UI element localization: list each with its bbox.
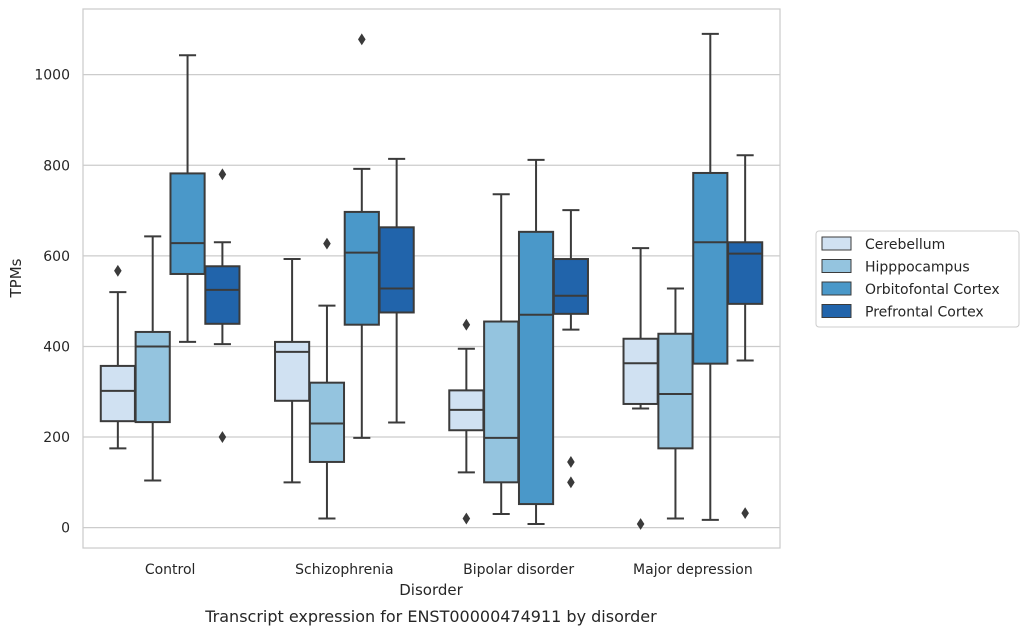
outlier-marker xyxy=(114,264,122,277)
box-iqr xyxy=(274,340,311,402)
legend-swatch xyxy=(821,304,852,318)
x-axis-title: Disorder xyxy=(399,581,463,599)
box-group xyxy=(169,54,206,343)
x-tick-labels: Control Schizophrenia Bipolar disorder Majo… xyxy=(145,562,753,578)
box-iqr xyxy=(517,230,555,506)
box-iqr xyxy=(483,320,520,484)
box-iqr xyxy=(378,226,415,314)
plot-area-frame xyxy=(82,8,781,549)
figure-caption: Transcript expression for ENST0000047491… xyxy=(204,607,657,626)
box-iqr xyxy=(622,337,659,405)
y-tick-label: 200 xyxy=(43,430,70,446)
legend-swatch xyxy=(821,281,852,296)
outlier-marker xyxy=(462,512,471,525)
x-tick-label: Bipolar disorder xyxy=(463,562,574,578)
legend-label: Cerebellum xyxy=(865,237,945,253)
box-group xyxy=(308,237,346,520)
outlier-marker xyxy=(567,456,575,468)
box-group xyxy=(692,32,729,521)
legend: Cerebellum Hipppocampus Orbitofontal Corte… xyxy=(815,230,1020,328)
box-iqr xyxy=(692,171,729,365)
y-tick-label: 800 xyxy=(43,158,70,174)
outlier-marker xyxy=(567,476,575,489)
box-group xyxy=(517,158,555,525)
legend-label: Orbitofontal Cortex xyxy=(865,282,1000,298)
outlier-marker xyxy=(462,318,471,331)
box-group xyxy=(657,287,694,520)
box-group xyxy=(448,318,485,525)
x-tick-label: Schizophrenia xyxy=(295,562,393,578)
outlier-marker xyxy=(358,33,366,46)
box-group xyxy=(99,264,136,450)
x-tick-label: Major depression xyxy=(633,562,753,578)
box-group xyxy=(727,154,764,520)
outlier-marker xyxy=(218,168,227,181)
y-tick-label: 1000 xyxy=(34,68,70,84)
box-group xyxy=(622,247,659,530)
box-group xyxy=(134,235,171,482)
legend-frame xyxy=(815,230,1020,328)
box-iqr xyxy=(343,210,380,326)
box-group xyxy=(274,258,311,484)
box-iqr xyxy=(169,172,206,275)
y-tick-label: 600 xyxy=(43,249,70,265)
y-axis-title: TPMs xyxy=(7,258,25,298)
outlier-marker xyxy=(741,507,749,520)
boxes xyxy=(99,32,764,530)
legend-label: Hipppocampus xyxy=(865,260,970,276)
outlier-marker xyxy=(323,237,331,250)
box-group xyxy=(343,33,380,439)
box-iqr xyxy=(727,241,764,305)
box-iqr xyxy=(657,332,694,450)
box-iqr xyxy=(204,265,241,325)
y-tick-label: 0 xyxy=(61,521,70,537)
box-iqr xyxy=(308,381,346,463)
box-group xyxy=(204,168,241,443)
outlier-marker xyxy=(218,431,227,443)
y-tick-label: 400 xyxy=(43,339,70,355)
box-iqr xyxy=(552,258,589,315)
box-group xyxy=(552,209,589,489)
legend-swatch xyxy=(821,236,852,251)
legend-swatch xyxy=(821,259,852,273)
x-tick-label: Control xyxy=(145,562,196,578)
box-iqr xyxy=(99,364,136,423)
legend-label: Prefrontal Cortex xyxy=(865,305,984,321)
box-group xyxy=(378,157,415,424)
outlier-marker xyxy=(636,518,645,530)
box-group xyxy=(483,193,520,516)
y-tick-labels: 0 200 400 600 800 1000 xyxy=(34,68,70,537)
